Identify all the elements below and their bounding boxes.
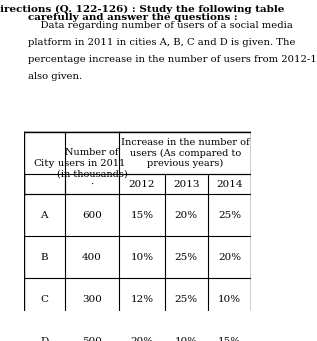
Text: 400: 400 <box>82 253 102 262</box>
Text: C: C <box>40 295 48 304</box>
Text: B: B <box>41 253 48 262</box>
Text: ·: · <box>90 180 94 189</box>
Text: 12%: 12% <box>131 295 154 304</box>
Text: 600: 600 <box>82 211 102 220</box>
Text: 15%: 15% <box>218 337 241 341</box>
Text: Increase in the number of
users (As compared to
previous years): Increase in the number of users (As comp… <box>121 138 249 168</box>
Text: 20%: 20% <box>218 253 241 262</box>
Text: 2013: 2013 <box>173 180 200 189</box>
Text: City: City <box>34 159 55 168</box>
Text: 15%: 15% <box>131 211 154 220</box>
Text: 2012: 2012 <box>129 180 155 189</box>
Text: D: D <box>40 337 49 341</box>
Text: platform in 2011 in cities A, B, C and D is given. The: platform in 2011 in cities A, B, C and D… <box>29 38 296 47</box>
Text: 10%: 10% <box>175 337 198 341</box>
Text: carefully and answer the questions :: carefully and answer the questions : <box>29 13 238 22</box>
Text: Directions (Q. 122-126) : Study the following table: Directions (Q. 122-126) : Study the foll… <box>0 5 284 14</box>
Text: 10%: 10% <box>131 253 154 262</box>
Text: A: A <box>41 211 48 220</box>
Text: 2014: 2014 <box>216 180 243 189</box>
Text: 300: 300 <box>82 295 102 304</box>
Text: 20%: 20% <box>131 337 154 341</box>
Text: 10%: 10% <box>218 295 241 304</box>
Text: also given.: also given. <box>29 72 82 81</box>
Text: Data regarding number of users of a social media: Data regarding number of users of a soci… <box>29 21 293 30</box>
Text: 20%: 20% <box>175 211 198 220</box>
Text: 25%: 25% <box>175 253 198 262</box>
Text: 500: 500 <box>82 337 102 341</box>
Text: 25%: 25% <box>218 211 241 220</box>
Text: percentage increase in the number of users from 2012-14 is: percentage increase in the number of use… <box>29 55 317 64</box>
Text: 25%: 25% <box>175 295 198 304</box>
Text: Number of
users in 2011
(in thousands): Number of users in 2011 (in thousands) <box>57 148 127 178</box>
